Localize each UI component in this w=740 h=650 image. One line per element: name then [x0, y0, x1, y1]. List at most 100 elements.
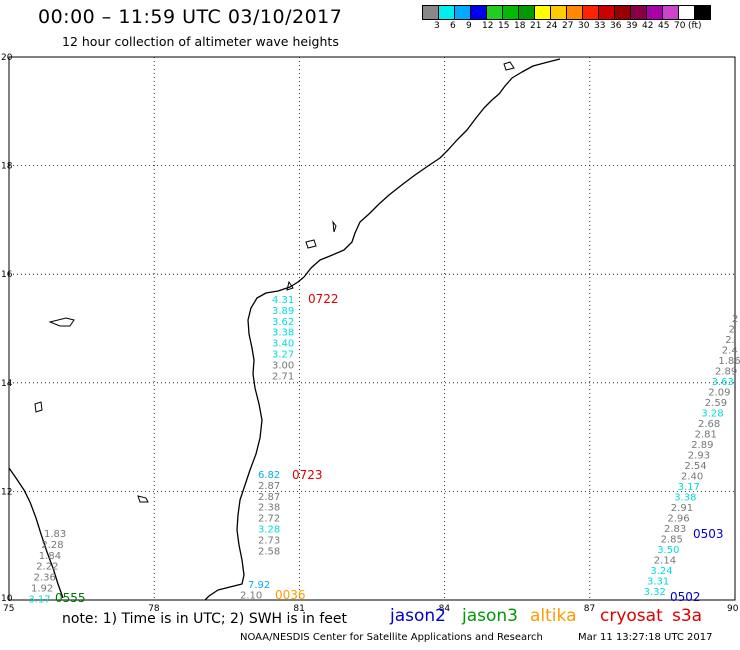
wave-height-value: 3.63 — [712, 377, 734, 388]
longitude-tick-label: 75 — [3, 604, 14, 614]
grid-lines — [9, 57, 735, 600]
wave-height-value: 2.71 — [272, 371, 294, 382]
legend-altika: altika — [530, 606, 577, 626]
legend-cryosat: cryosat — [600, 606, 663, 626]
longitude-tick-label: 81 — [293, 604, 304, 614]
wave-height-value: 3.28 — [701, 409, 723, 420]
legend-s3a: s3a — [672, 606, 703, 626]
wave-height-value: 2.93 — [688, 451, 710, 462]
colorbar-label: (ft) — [688, 21, 702, 31]
wave-height-value: 2.38 — [258, 503, 280, 514]
wave-height-value: 3.00 — [272, 360, 294, 371]
wave-height-value: 6.82 — [258, 470, 280, 481]
generation-timestamp: Mar 11 13:27:18 UTC 2017 — [578, 632, 713, 643]
pass-time-label: 0555 — [55, 591, 86, 605]
wave-height-value: 2.58 — [258, 546, 280, 557]
colorbar-label: 24 — [546, 21, 558, 31]
island-outline — [34, 61, 515, 503]
pass-time-label: 0502 — [670, 590, 701, 604]
latitude-tick-label: 14 — [1, 379, 13, 389]
wave-height-value: 3.89 — [272, 306, 294, 317]
wave-height-value: 2.28 — [41, 540, 63, 551]
wave-height-value: 3.17 — [28, 594, 50, 605]
colorbar-label: 30 — [578, 21, 590, 31]
wave-height-value: 2.83 — [664, 524, 686, 535]
colorbar — [422, 5, 711, 20]
footer-note: note: 1) Time is in UTC; 2) SWH is in fe… — [62, 611, 348, 627]
longitude-tick-label: 90 — [727, 604, 739, 614]
map-title: 00:00 – 11:59 UTC 03/10/2017 — [38, 6, 343, 28]
latitude-tick-label: 12 — [1, 487, 12, 497]
wave-height-value: 2. — [725, 335, 735, 346]
latitude-tick-label: 10 — [1, 594, 13, 604]
latitude-tick-label: 18 — [1, 162, 13, 172]
wave-height-value: 2.89 — [691, 440, 713, 451]
legend-jason3: jason3 — [462, 606, 518, 626]
wave-height-value: 3.28 — [258, 525, 280, 536]
wave-height-value: 2.81 — [695, 430, 717, 441]
wave-height-value: 1.84 — [39, 551, 61, 562]
colorbar-label: 12 — [482, 21, 494, 31]
wave-height-value: 1.86 — [718, 356, 740, 367]
wave-height-value: 2.54 — [684, 461, 706, 472]
wave-height-value: 3.27 — [272, 350, 294, 361]
wave-height-value: 3.50 — [657, 545, 679, 556]
wave-height-value: 2 — [729, 325, 735, 336]
latitude-tick-label: 16 — [1, 270, 13, 280]
coastline — [204, 58, 561, 601]
wave-height-value: 3.17 — [678, 482, 700, 493]
colorbar-label: 18 — [514, 21, 526, 31]
colorbar-labels: 3 6 9 12 15 18 21 24 27 30 33 36 39 42 45 70 (ft) — [422, 21, 740, 33]
wave-height-value: 2 — [732, 314, 738, 325]
wave-height-value: 3.40 — [272, 339, 294, 350]
wave-height-value: 3.32 — [644, 587, 666, 598]
longitude-tick-label: 87 — [584, 604, 595, 614]
track-labels: 4.313.893.623.383.403.273.002.71 0722 6.82… — [28, 292, 740, 605]
wave-height-value: 2.87 — [258, 492, 280, 503]
wave-height-value: 2.91 — [671, 503, 693, 514]
latitude-tick-label: 20 — [1, 53, 13, 63]
wave-height-value: 2.72 — [258, 514, 280, 525]
longitude-tick-label: 78 — [148, 604, 160, 614]
map-frame — [8, 56, 736, 601]
wave-height-value: 2.96 — [667, 514, 689, 525]
colorbar-label: 21 — [530, 21, 542, 31]
colorbar-label: 45 — [658, 21, 670, 31]
wave-height-value: 2.09 — [708, 388, 730, 399]
wave-height-value: 4.31 — [272, 295, 294, 306]
pass-time-label: 0036 — [275, 588, 306, 602]
wave-height-value: 3.24 — [650, 566, 672, 577]
wave-height-value: 2.89 — [715, 367, 737, 378]
wave-height-value: 1.92 — [31, 584, 53, 595]
wave-height-value: 3.62 — [272, 317, 294, 328]
longitude-tick-label: 84 — [439, 604, 451, 614]
wave-height-value: 2.68 — [698, 419, 720, 430]
wave-height-value: 7.92 — [248, 580, 270, 591]
colorbar-label: 36 — [610, 21, 622, 31]
colorbar-label: 70 — [674, 21, 686, 31]
colorbar-label: 3 — [434, 21, 440, 31]
wave-height-value: 2.10 — [240, 590, 262, 601]
wave-height-value: 2.85 — [661, 535, 683, 546]
pass-time-label: 0503 — [693, 527, 724, 541]
colorbar-label: 42 — [642, 21, 654, 31]
wave-height-value: 2.40 — [681, 472, 703, 483]
colorbar-label: 33 — [594, 21, 606, 31]
wave-height-value: 2.87 — [258, 481, 280, 492]
colorbar-label: 6 — [450, 21, 456, 31]
coastline-sri-lanka — [8, 467, 64, 599]
wave-height-value: 2.36 — [34, 573, 56, 584]
wave-height-value: 1.83 — [44, 529, 66, 540]
wave-height-value: 2.73 — [258, 535, 280, 546]
wave-height-value: 3.38 — [272, 328, 294, 339]
colorbar-label: 9 — [466, 21, 472, 31]
wave-height-value: 2.4 — [722, 346, 738, 357]
colorbar-label: 39 — [626, 21, 638, 31]
pass-time-label: 0722 — [308, 292, 339, 306]
wave-height-value: 2.22 — [36, 562, 58, 573]
colorbar-label: 15 — [498, 21, 510, 31]
pass-time-label: 0723 — [292, 468, 323, 482]
map-subtitle: 12 hour collection of altimeter wave hei… — [62, 34, 339, 49]
wave-height-value: 2.59 — [705, 398, 727, 409]
